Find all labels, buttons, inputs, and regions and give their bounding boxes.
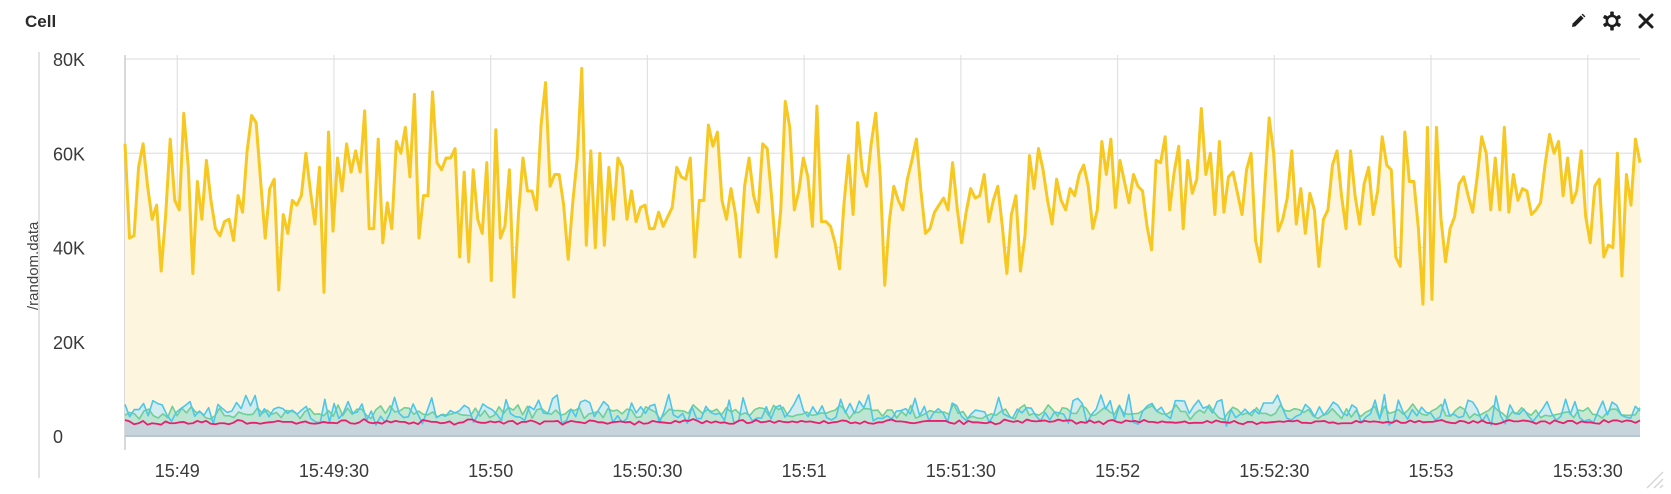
x-tick-label: 15:51:30	[926, 461, 996, 481]
edit-button[interactable]	[1567, 10, 1589, 32]
close-button[interactable]	[1635, 10, 1657, 32]
x-tick-label: 15:52	[1095, 461, 1140, 481]
series-1-line	[123, 66, 1642, 306]
y-tick-label: 0	[53, 427, 63, 447]
pencil-icon	[1572, 13, 1586, 27]
x-tick-label: 15:50:30	[612, 461, 682, 481]
x-tick-label: 15:53:30	[1553, 461, 1623, 481]
cell-actions	[1567, 10, 1657, 32]
axis-divider	[38, 52, 40, 478]
gear-icon	[1603, 11, 1621, 31]
x-tick-label: 15:53	[1409, 461, 1454, 481]
y-tick-label: 80K	[53, 50, 85, 70]
y-tick-label: 60K	[53, 144, 85, 164]
settings-button[interactable]	[1601, 10, 1623, 32]
x-tick-label: 15:51	[782, 461, 827, 481]
y-tick-label: 40K	[53, 239, 85, 259]
close-icon	[1638, 13, 1654, 29]
resize-handle-icon[interactable]	[1643, 468, 1665, 490]
x-tick-label: 15:52:30	[1239, 461, 1309, 481]
series-4-line	[124, 418, 1641, 426]
x-tick-label: 15:49:30	[299, 461, 369, 481]
cell-title: Cell	[25, 12, 57, 31]
x-tick-label: 15:49	[155, 461, 200, 481]
cell-header: Cell	[0, 0, 1671, 44]
x-tick-label: 15:50	[468, 461, 513, 481]
y-tick-label: 20K	[53, 333, 85, 353]
